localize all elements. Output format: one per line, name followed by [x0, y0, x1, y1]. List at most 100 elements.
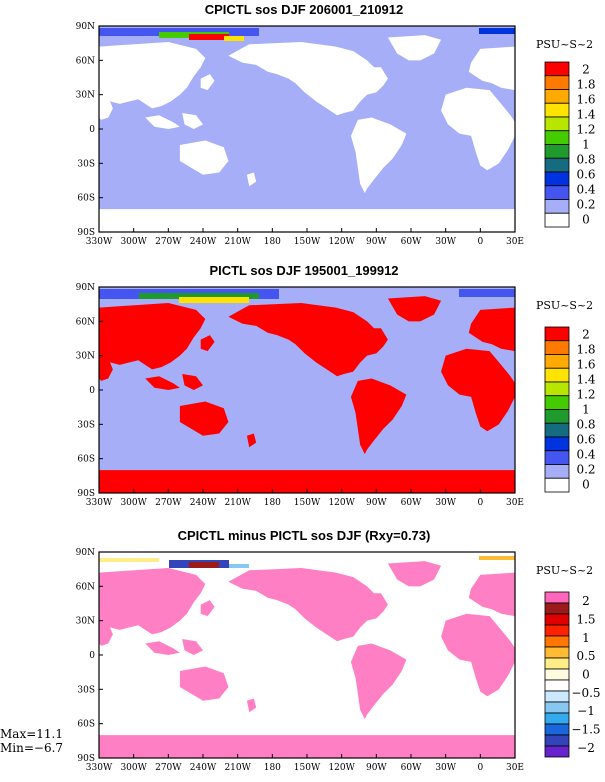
y-tick-label: 0	[89, 651, 95, 661]
arctic-anomaly	[99, 289, 515, 303]
colorbar-label: −2	[577, 741, 595, 755]
y-tick-label: 60N	[76, 582, 95, 592]
colorbar-box	[544, 646, 570, 659]
x-tick-label: 180	[264, 763, 281, 773]
x-tick-label: 60W	[401, 237, 422, 247]
x-tick-label: 90W	[366, 237, 387, 247]
colorbar-box	[544, 477, 570, 493]
x-tick-label: 0	[477, 498, 483, 508]
x-tick-label: 60W	[401, 763, 422, 773]
x-tick-label: 60W	[401, 498, 422, 508]
colorbar-label: 0	[582, 213, 590, 227]
colorbar-label: 1.8	[576, 343, 595, 357]
colorbar-label: 1.2	[576, 388, 595, 402]
colorbar-label: −1.5	[571, 723, 600, 737]
colorbar-label: 0	[582, 668, 590, 682]
x-tick-label: 120W	[328, 237, 355, 247]
x-tick-label: 330W	[86, 237, 113, 247]
colorbar-box	[544, 668, 570, 681]
x-tick-label: 210W	[224, 498, 251, 508]
colorbar-box	[544, 102, 570, 118]
colorbar-label: 1.8	[576, 78, 595, 92]
x-tick-label: 120W	[328, 498, 355, 508]
panel-title: PICTL sos DJF 195001_199912	[209, 263, 398, 278]
x-tick-label: 0	[477, 763, 483, 773]
y-tick-label: 30N	[76, 617, 95, 627]
colorbar-box	[544, 624, 570, 637]
colorbar-label: 0.8	[576, 153, 595, 167]
colorbar-box	[544, 340, 570, 355]
y-tick-label: 90N	[76, 22, 95, 32]
x-tick-label: 300W	[120, 763, 147, 773]
x-tick-label: 0	[477, 237, 483, 247]
colorbar-label: 1	[582, 138, 590, 152]
panel-title: CPICTL minus PICTL sos DJF (Rxy=0.73)	[178, 528, 431, 543]
colorbar-box	[544, 723, 570, 736]
x-tick-label: 150W	[294, 763, 321, 773]
x-tick-label: 210W	[224, 237, 251, 247]
colorbar-box	[544, 450, 570, 465]
panel-pictl: PICTL sos DJF 195001_199912	[98, 263, 516, 494]
min-label: Min=−6.7	[0, 741, 64, 755]
x-tick-label: 150W	[294, 498, 321, 508]
y-tick-label: 60N	[76, 56, 95, 66]
colorbar-title: PSU~S~2	[536, 564, 593, 577]
max-label: Max=11.1	[0, 727, 63, 741]
x-tick-label: 30E	[506, 498, 524, 508]
colorbar-box	[544, 657, 570, 670]
colorbar-label: 0.4	[576, 183, 595, 197]
colorbar-label: 1.4	[576, 108, 595, 122]
colorbar-box	[544, 171, 570, 187]
x-tick-label: 180	[264, 498, 281, 508]
colorbar-box	[544, 212, 570, 228]
x-tick-label: 30W	[435, 763, 456, 773]
colorbar-box	[544, 422, 570, 438]
colorbar-label: 1.2	[576, 123, 595, 137]
y-tick-label: 30S	[77, 159, 95, 169]
y-tick-label: 60N	[76, 317, 95, 327]
colorbar-label: 1.4	[576, 373, 595, 387]
colorbar-box	[544, 326, 570, 342]
y-tick-label: 90N	[76, 548, 95, 558]
colorbar-label: 1	[582, 631, 590, 645]
colorbar-box	[544, 130, 570, 145]
colorbar-box	[544, 199, 570, 214]
colorbar-label: 0.2	[576, 463, 595, 477]
colorbar-label: 0.2	[576, 198, 595, 212]
x-tick-label: 30E	[506, 237, 524, 247]
colorbar-box	[544, 89, 570, 104]
colorbar-box	[544, 367, 570, 383]
colorbar-label: −1	[577, 704, 595, 718]
colorbar-box	[544, 464, 570, 479]
colorbar-box	[544, 613, 570, 626]
colorbar-box	[544, 75, 570, 90]
x-tick-label: 30W	[435, 498, 456, 508]
colorbar-label: 0.8	[576, 418, 595, 432]
colorbar-box	[544, 734, 570, 747]
colorbar-box	[544, 701, 570, 714]
colorbar-title: PSU~S~2	[536, 38, 593, 51]
colorbar-box	[544, 635, 570, 648]
x-tick-label: 240W	[190, 763, 217, 773]
x-tick-label: 270W	[155, 498, 182, 508]
y-tick-label: 90S	[77, 489, 95, 499]
x-tick-label: 180	[264, 237, 281, 247]
y-tick-label: 90N	[76, 283, 95, 293]
y-tick-label: 0	[89, 125, 95, 135]
colorbar-label: 1	[582, 403, 590, 417]
colorbar-label: 1.5	[576, 613, 595, 627]
x-tick-label: 210W	[224, 763, 251, 773]
colorbar-label: 2	[582, 328, 590, 342]
x-tick-label: 90W	[366, 763, 387, 773]
x-tick-label: 330W	[86, 763, 113, 773]
x-tick-label: 330W	[86, 498, 113, 508]
colorbar-label: 0.6	[576, 168, 595, 182]
colorbar-label: −0.5	[571, 686, 600, 700]
colorbar-box	[544, 409, 570, 424]
panel-title: CPICTL sos DJF 206001_210912	[205, 2, 404, 17]
panel-cpictl: CPICTL sos DJF 206001_210912	[98, 2, 516, 233]
y-tick-label: 30S	[77, 420, 95, 430]
x-tick-label: 240W	[190, 237, 217, 247]
y-tick-label: 30N	[76, 352, 95, 362]
x-tick-label: 300W	[120, 237, 147, 247]
